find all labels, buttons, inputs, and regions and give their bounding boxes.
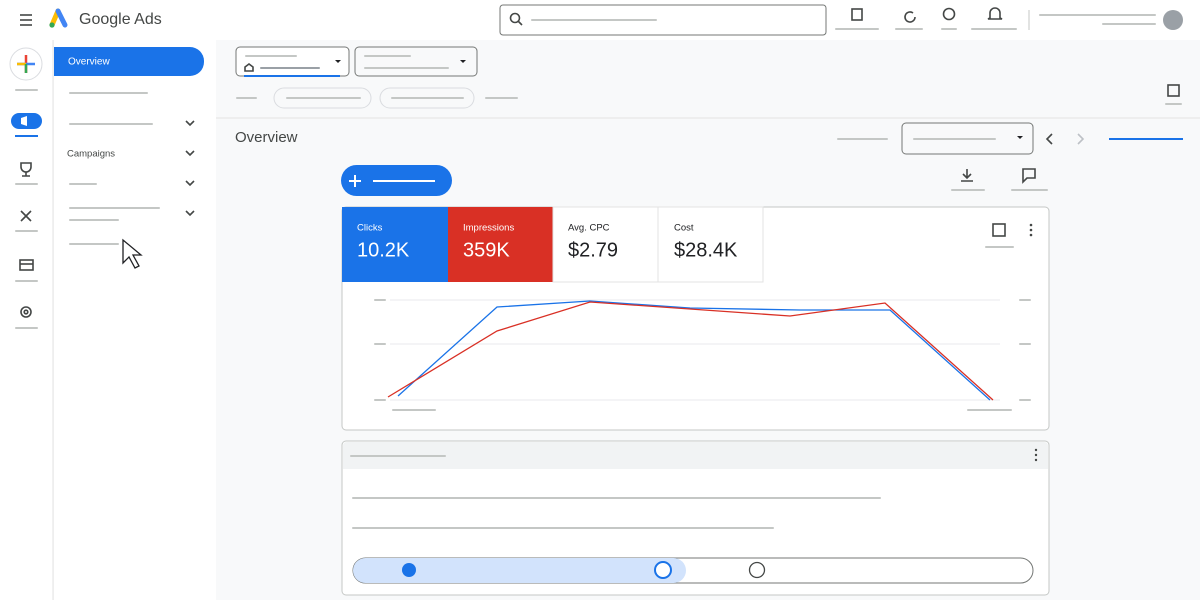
- metric-value: $28.4K: [674, 239, 738, 261]
- metric-label: Avg. CPC: [568, 223, 610, 234]
- metric-tile[interactable]: [342, 207, 448, 282]
- metric-tile[interactable]: [552, 206, 659, 283]
- download-icon[interactable]: [961, 169, 973, 182]
- rail: [9, 47, 43, 329]
- metric-label: Impressions: [463, 223, 514, 234]
- billing-rail-item[interactable]: [19, 259, 34, 271]
- metric-tile[interactable]: [657, 206, 764, 283]
- product-name: Google Ads: [79, 11, 162, 28]
- search-icon: [509, 12, 521, 24]
- nav-item-active[interactable]: [54, 47, 204, 76]
- metric-value: 359K: [463, 239, 510, 261]
- nav-placeholders: [69, 92, 195, 245]
- clicks-line: [397, 300, 991, 401]
- metric-tile[interactable]: [448, 207, 553, 282]
- goals-rail-item[interactable]: [20, 162, 32, 177]
- next-button[interactable]: [1077, 133, 1085, 145]
- previous-button[interactable]: [1045, 133, 1053, 145]
- nav-panel: [54, 40, 216, 600]
- left-rail: [0, 40, 53, 600]
- recommendation-card: [341, 440, 1050, 596]
- mouse-cursor: [122, 238, 143, 269]
- refresh-icon[interactable]: [904, 11, 916, 23]
- step-marker[interactable]: [402, 563, 416, 577]
- help-icon[interactable]: [942, 7, 956, 21]
- chart-tools: [985, 223, 1033, 248]
- reports-icon[interactable]: [851, 8, 863, 21]
- step-marker[interactable]: [748, 561, 766, 579]
- filters: [216, 46, 1200, 119]
- impressions-line: [387, 301, 994, 401]
- account-avatar[interactable]: [1163, 10, 1183, 30]
- metrics: Clicks 10.2K Impressions 359K Avg. CPC $2.79 C…: [357, 223, 738, 262]
- menu-button[interactable]: [20, 14, 32, 26]
- settings-rail-item[interactable]: [20, 306, 32, 318]
- toolbar: [835, 7, 1183, 30]
- search-box[interactable]: [499, 4, 827, 36]
- metric-label: Cost: [674, 223, 694, 234]
- metric-label: Clicks: [357, 223, 383, 234]
- notifications-icon[interactable]: [987, 7, 1003, 20]
- card-actions: [951, 168, 1048, 191]
- feedback-icon[interactable]: [1022, 168, 1036, 184]
- performance-chart: [374, 299, 1031, 411]
- nav-item[interactable]: Campaigns: [67, 149, 115, 160]
- logo[interactable]: [49, 8, 68, 28]
- metric-value: 10.2K: [357, 239, 410, 261]
- step-marker[interactable]: [654, 561, 672, 579]
- save-icon[interactable]: [1167, 84, 1180, 97]
- filter-dropdown[interactable]: [354, 46, 478, 77]
- tools-rail-item[interactable]: [20, 210, 32, 222]
- page-title: Overview: [235, 129, 298, 146]
- chart-type-icon[interactable]: [992, 223, 1006, 237]
- date-controls: [837, 122, 1183, 155]
- metric-value: $2.79: [568, 239, 618, 261]
- nav-item[interactable]: Overview: [68, 57, 110, 68]
